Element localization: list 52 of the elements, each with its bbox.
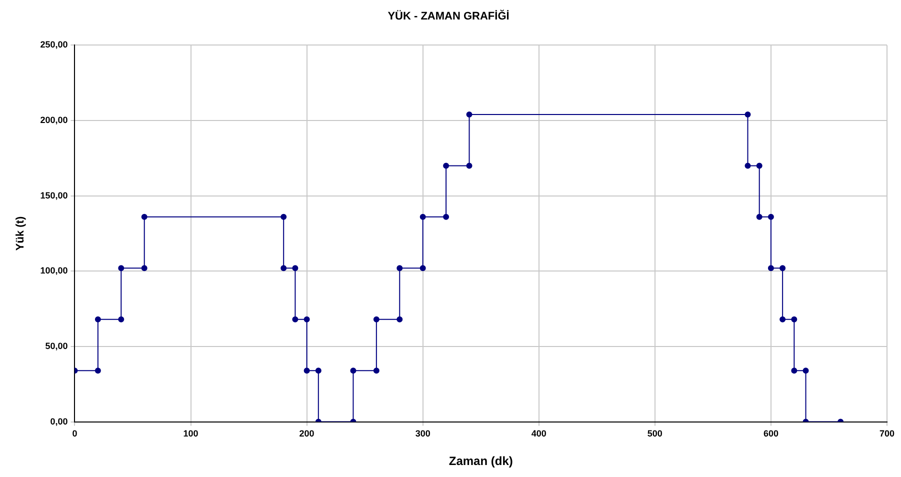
x-tick-label: 0 [72, 428, 78, 439]
y-tick-label: 50,00 [45, 340, 68, 351]
x-axis-title: Zaman (dk) [448, 454, 513, 468]
point [304, 316, 310, 322]
x-tick-label: 600 [763, 428, 778, 439]
point [768, 214, 774, 220]
point [768, 265, 774, 272]
x-tick-label: 100 [183, 428, 198, 439]
point [292, 316, 298, 322]
point [118, 265, 124, 272]
point [280, 214, 287, 220]
point [802, 368, 809, 374]
point [373, 368, 380, 374]
point [466, 111, 472, 118]
point [280, 265, 287, 272]
point [292, 265, 298, 272]
point [466, 162, 472, 169]
point [315, 368, 322, 374]
point [744, 111, 751, 118]
point [118, 316, 124, 322]
y-tick-label: 150,00 [40, 190, 68, 200]
chart-title: YÜK - ZAMAN GRAFİĞİ [388, 10, 510, 23]
x-tick-label: 200 [299, 428, 314, 439]
point [373, 316, 380, 322]
point [304, 368, 310, 374]
y-tick-label: 250,00 [40, 40, 68, 50]
point [420, 265, 426, 272]
point [94, 368, 101, 374]
point [141, 214, 148, 220]
point [396, 316, 403, 322]
y-tick-label: 100,00 [40, 266, 68, 276]
x-tick-label: 500 [647, 428, 662, 439]
point [94, 316, 101, 322]
x-tick-label: 400 [531, 428, 546, 439]
point [744, 162, 751, 169]
point [780, 316, 786, 322]
point [420, 214, 426, 220]
y-axis-title: Yük (t) [14, 216, 27, 251]
x-tick-label: 300 [415, 428, 430, 439]
point [396, 265, 403, 272]
point [443, 214, 450, 220]
point [350, 368, 356, 374]
point [791, 368, 798, 374]
point [443, 162, 450, 169]
y-tick-label: 0,00 [50, 416, 68, 426]
x-tick-label: 700 [879, 428, 895, 439]
point [791, 316, 798, 322]
point [756, 214, 762, 220]
point [756, 162, 762, 169]
point [141, 265, 148, 272]
y-tick-label: 200,00 [40, 115, 68, 126]
point [780, 265, 786, 272]
